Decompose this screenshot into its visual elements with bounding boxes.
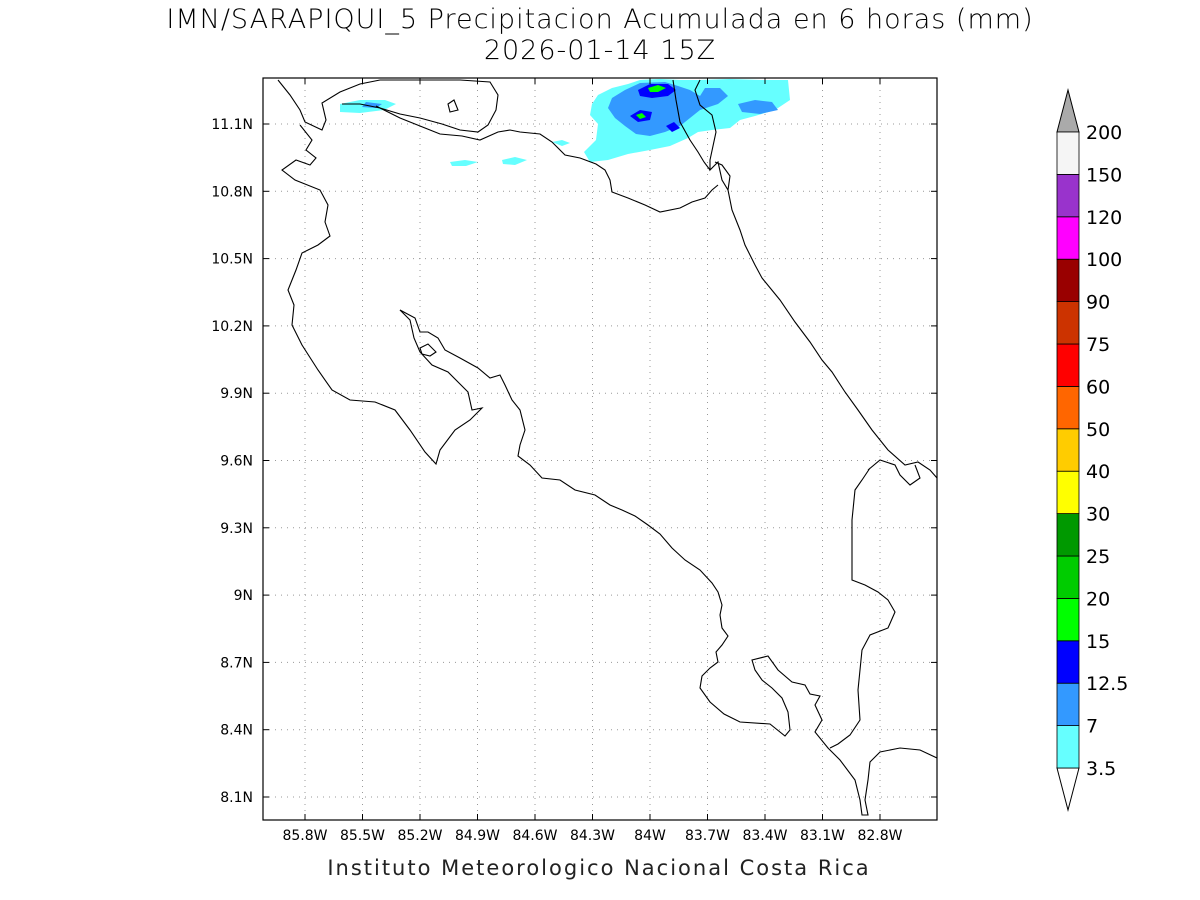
border-nicaragua: [375, 105, 719, 213]
colorbar-swatch: [1056, 555, 1080, 599]
precip-15-area: [636, 113, 646, 119]
colorbar-swatch: [1056, 173, 1080, 218]
latitude-axis: 11.1N 10.8N 10.5N 10.2N 9.9N 9.6N 9.3N 9N 8.7N 8.…: [211, 117, 937, 806]
colorbar-legend: 3.5 7 12.5 15 20 25 30 40 50 60 75 90 100 120 150 200: [1056, 88, 1128, 812]
coastline-caribbean: [727, 189, 937, 479]
colorbar-over-arrow: [1056, 88, 1080, 133]
colorbar-swatch: [1056, 513, 1080, 557]
colorbar-level-label: 150: [1086, 164, 1122, 186]
colorbar-swatch: [1056, 428, 1080, 472]
colorbar-level-label: 3.5: [1086, 758, 1116, 780]
colorbar-swatch: [1056, 682, 1080, 727]
lat-tick-label: 11.1N: [211, 117, 253, 133]
coastline-borders: [277, 79, 937, 816]
map-grid: [263, 78, 937, 820]
border-panama: [672, 79, 711, 171]
colorbar-level-label: 30: [1086, 504, 1110, 526]
lat-tick-label: 10.8N: [211, 184, 253, 200]
lat-tick-label: 8.1N: [220, 790, 253, 806]
lat-tick-label: 9.6N: [220, 454, 253, 470]
lat-tick-label: 8.7N: [220, 655, 253, 671]
colorbar-level-label: 50: [1086, 419, 1110, 441]
coastline-nicoya-lake: [419, 343, 437, 357]
precip-12.5-area: [666, 122, 680, 132]
lat-tick-label: 8.4N: [220, 723, 253, 739]
lon-tick-label: 84.9W: [455, 828, 500, 844]
precipitation-shading: [340, 79, 790, 166]
colorbar-swatch: [1056, 131, 1080, 175]
precip-7-area: [608, 82, 728, 136]
map-title: IMN/SARAPIQUI_5 Precipitacion Acumulada …: [166, 4, 1034, 35]
colorbar-level-label: 75: [1086, 334, 1110, 356]
map-subtitle-date: 2026-01-14 15Z: [483, 35, 717, 66]
lon-tick-label: 84W: [634, 828, 666, 844]
map-frame: [262, 77, 938, 821]
precip-3.5-area: [552, 140, 570, 146]
colorbar-level-label: 15: [1086, 631, 1110, 653]
lat-tick-label: 9N: [234, 588, 253, 604]
precip-7-area: [738, 100, 778, 114]
precip-15-area: [648, 85, 666, 92]
border-lake-nicaragua: [342, 79, 499, 133]
colorbar-swatch: [1056, 258, 1080, 303]
precip-3.5-area: [502, 157, 527, 165]
colorbar-swatch: [1056, 385, 1080, 430]
coastline-gulf-nicoya: [399, 309, 937, 816]
lat-tick-label: 9.3N: [220, 521, 253, 537]
lon-tick-label: 85.2W: [397, 828, 442, 844]
colorbar-level-label: 120: [1086, 207, 1122, 229]
lat-tick-label: 9.9N: [220, 386, 253, 402]
colorbar-level-label: 90: [1086, 292, 1110, 314]
colorbar-level-label: 100: [1086, 249, 1122, 271]
lon-tick-label: 84.6W: [512, 828, 557, 844]
colorbar-under-arrow: [1056, 767, 1080, 812]
lat-tick-label: 10.5N: [211, 252, 253, 268]
lon-tick-label: 83.7W: [685, 828, 730, 844]
lon-tick-label: 85.8W: [282, 828, 327, 844]
colorbar-swatch: [1056, 725, 1080, 769]
longitude-axis: 85.8W 85.5W 85.2W 84.9W 84.6W 84.3W 84W 83.7W 83…: [282, 78, 903, 844]
colorbar-level-label: 60: [1086, 376, 1110, 398]
colorbar-level-label: 7: [1086, 716, 1098, 738]
colorbar-swatch: [1056, 598, 1080, 642]
colorbar-level-label: 20: [1086, 588, 1110, 610]
colorbar-swatch: [1056, 343, 1080, 387]
colorbar-level-label: 25: [1086, 546, 1110, 568]
colorbar-level-label: 40: [1086, 461, 1110, 483]
precip-3.5-area: [450, 160, 478, 166]
lon-tick-label: 83.1W: [800, 828, 845, 844]
lon-tick-label: 85.5W: [340, 828, 385, 844]
lon-tick-label: 83.4W: [742, 828, 787, 844]
lon-tick-label: 84.3W: [570, 828, 615, 844]
colorbar-swatch: [1056, 216, 1080, 260]
border-panama-land: [829, 459, 921, 749]
colorbar-level-label: 12.5: [1086, 673, 1128, 695]
colorbar-swatch: [1056, 640, 1080, 684]
colorbar-swatch: [1056, 301, 1080, 345]
lat-tick-label: 10.2N: [211, 319, 253, 335]
coastline-small-island: [447, 99, 459, 113]
colorbar-swatch: [1056, 470, 1080, 515]
colorbar-level-label: 200: [1086, 122, 1122, 144]
footer-credit: Instituto Meteorologico Nacional Costa R…: [327, 856, 871, 880]
lon-tick-label: 82.8W: [857, 828, 902, 844]
